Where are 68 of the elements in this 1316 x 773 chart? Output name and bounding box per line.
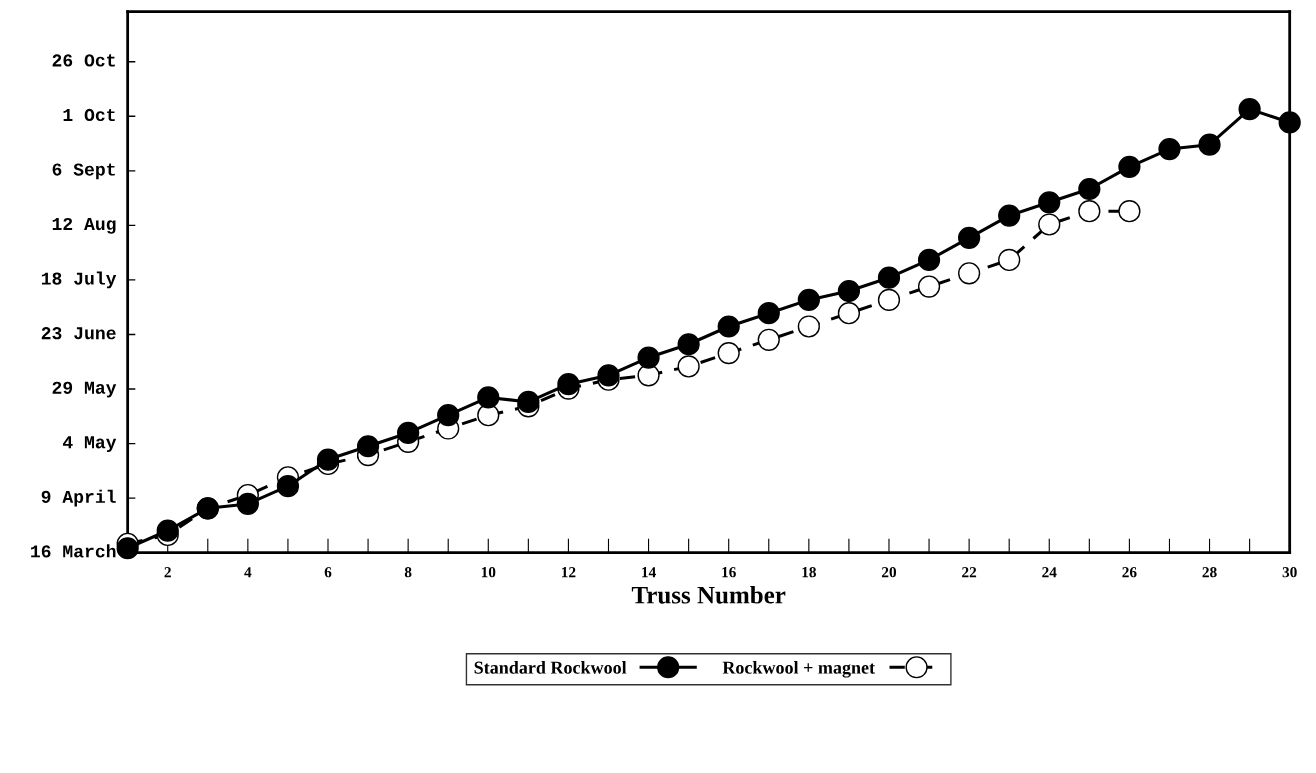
point (1158, 137, 1181, 161)
x-tick-label: 10 (481, 567, 496, 578)
point (677, 333, 700, 356)
x-tick-label: 18 (802, 567, 816, 578)
point (1038, 191, 1061, 214)
point (797, 315, 820, 338)
x-tick-label: 16 (722, 567, 736, 578)
point (316, 448, 340, 471)
x-tick-label: 30 (1282, 567, 1297, 578)
point (637, 346, 660, 369)
point (1278, 111, 1301, 134)
point (517, 390, 540, 414)
x-tick-label: 26 (1122, 567, 1137, 578)
x-tick-label: 22 (962, 567, 977, 578)
point (958, 226, 981, 249)
text: 6 Sept (52, 163, 115, 180)
point (397, 421, 420, 445)
point (757, 328, 780, 351)
point (877, 266, 901, 289)
point (1078, 177, 1101, 201)
point (837, 279, 861, 303)
point (677, 355, 700, 378)
point (1078, 200, 1101, 223)
x-tick-label: 2 (164, 567, 171, 578)
x-tick-label: 14 (642, 567, 656, 578)
text: 26 Oct (52, 54, 115, 67)
point (1118, 200, 1141, 223)
point (917, 275, 941, 298)
text: 29 May (52, 381, 117, 398)
point (1118, 155, 1141, 178)
x-tick-label: 6 (324, 567, 332, 578)
point (477, 386, 500, 409)
text: 9 April (41, 489, 116, 507)
point (477, 404, 500, 427)
point (837, 302, 861, 325)
point (1198, 133, 1221, 156)
x-tick-label: 28 (1202, 567, 1217, 578)
point (877, 288, 901, 311)
point (717, 341, 740, 365)
x-axis-title: Truss Number (631, 585, 786, 604)
x-tick-label: 8 (404, 567, 412, 578)
point (757, 302, 780, 325)
point (998, 248, 1021, 272)
point (276, 475, 300, 498)
point (116, 537, 139, 560)
point (1238, 98, 1261, 121)
x-tick-label: 20 (881, 567, 897, 578)
x-tick-label: 24 (1042, 567, 1057, 578)
text: 23 June (41, 327, 116, 340)
legend-label: Standard Rockwool (474, 661, 627, 674)
x-tick-label: 4 (244, 567, 252, 578)
text: 4 May (62, 436, 117, 452)
text: 18 July (41, 271, 117, 289)
point (236, 492, 259, 516)
text: 1 Oct (63, 108, 115, 122)
text: 12 Aug (52, 217, 116, 234)
text: 16 March (31, 544, 116, 558)
point (958, 262, 981, 285)
point (717, 315, 740, 338)
point (917, 248, 941, 272)
point (437, 404, 460, 427)
point (156, 519, 179, 542)
x-tick-label: 12 (562, 567, 576, 578)
point (797, 288, 820, 311)
point (1038, 213, 1061, 236)
point (356, 435, 380, 458)
legend-label: Rockwool + magnet (722, 661, 875, 678)
point (998, 204, 1021, 227)
